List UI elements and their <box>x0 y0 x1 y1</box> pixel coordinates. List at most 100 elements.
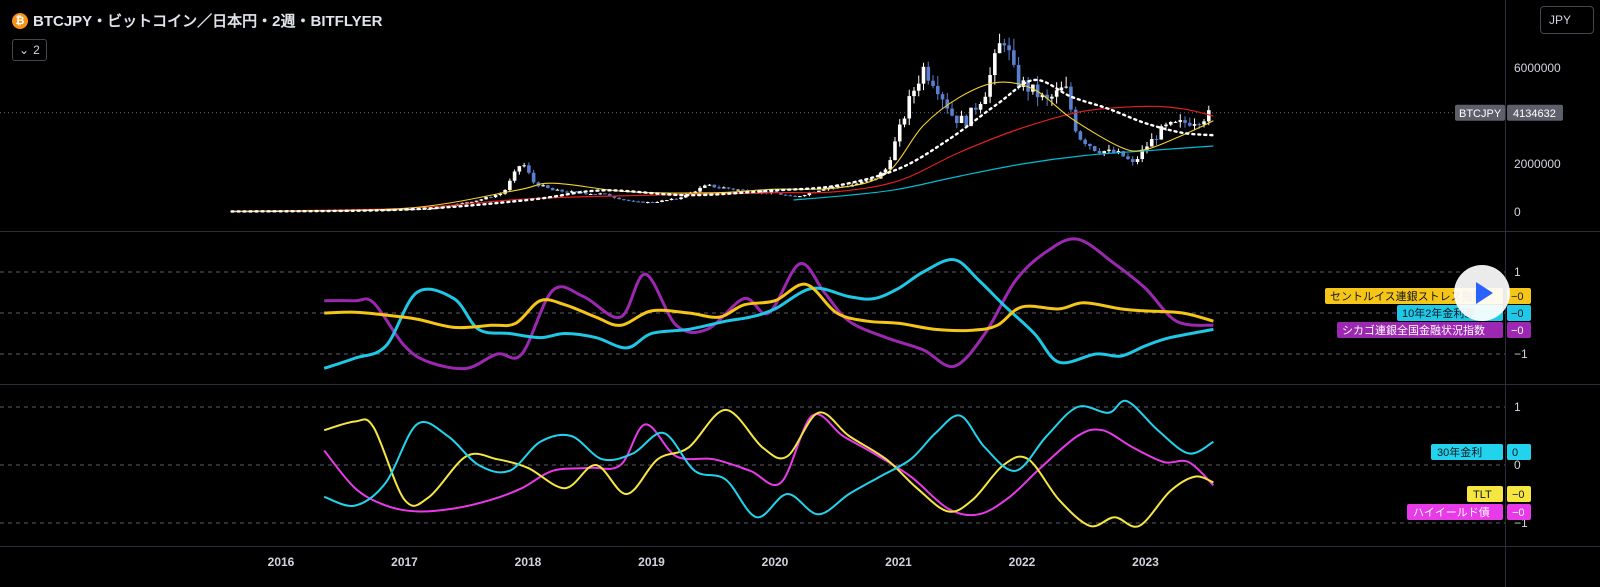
candle-body <box>384 209 389 211</box>
candle-body <box>707 184 712 186</box>
candle-body <box>798 196 802 198</box>
pane2-tick-label: 1 <box>1514 265 1521 279</box>
candle-body <box>1149 138 1154 147</box>
candle-body <box>1078 131 1083 140</box>
candle-body <box>1164 124 1168 127</box>
candle-body <box>978 103 983 110</box>
last-price-value: 4134632 <box>1513 108 1556 120</box>
candle-body <box>631 200 636 202</box>
candle-body <box>893 141 897 161</box>
candle-body <box>1092 146 1097 151</box>
pane3-tick-label: 1 <box>1514 400 1521 414</box>
candle-body <box>698 187 702 192</box>
candle-body <box>460 202 465 204</box>
candle-body <box>569 191 574 193</box>
candle-body <box>997 43 1002 54</box>
pane2-tick-label: −1 <box>1514 347 1528 361</box>
pane2-value-badge <box>1507 322 1531 338</box>
candle-body <box>622 199 626 201</box>
candle-body <box>1002 43 1007 46</box>
ema-red-line <box>231 105 1214 212</box>
candle-body <box>498 193 503 196</box>
candle-body <box>522 165 526 167</box>
time-tick-label: 2022 <box>1009 555 1036 569</box>
time-tick-label: 2020 <box>762 555 789 569</box>
pane3-tick-label: 0 <box>1514 458 1521 472</box>
candle-body <box>636 201 641 203</box>
candle-body <box>588 194 593 196</box>
candle-body <box>974 107 978 110</box>
pane3-value-label: 0 <box>1512 447 1518 459</box>
pane3-legend-badge <box>1407 504 1503 520</box>
candle-body <box>983 96 988 104</box>
candle-body <box>1173 121 1178 123</box>
candle-body <box>1054 90 1059 97</box>
candle-body <box>527 165 531 173</box>
candle-body <box>674 198 679 200</box>
candle-body <box>717 187 721 189</box>
candle-body <box>1126 156 1130 160</box>
candle-body <box>607 193 612 197</box>
candle-body <box>864 180 869 182</box>
indicator-count: 2 <box>33 43 40 57</box>
candle-body <box>1154 138 1159 140</box>
candle-body <box>988 75 992 97</box>
pane3-legend-label: ハイイールド債 <box>1413 505 1490 519</box>
candle-body <box>1088 143 1092 147</box>
candle-body <box>1045 94 1049 99</box>
candle-body <box>1007 45 1011 51</box>
candle-body <box>959 115 964 124</box>
candle-body <box>793 195 797 197</box>
pane2-value-label: −0 <box>1511 308 1524 320</box>
currency-button[interactable]: JPY <box>1540 6 1594 34</box>
candle-body <box>650 202 655 204</box>
candle-body <box>1135 159 1140 162</box>
candle-body <box>935 85 940 95</box>
candle-body <box>1107 149 1111 152</box>
candle-body <box>541 185 545 187</box>
ema-fast-line <box>231 81 1214 212</box>
candle-body <box>660 200 664 202</box>
candle-body <box>645 202 650 204</box>
candle-body <box>1073 109 1078 132</box>
candle-body <box>969 107 973 127</box>
pane3-series-line <box>323 399 1214 519</box>
pane3-series-line <box>323 413 1215 517</box>
candle-body <box>593 194 598 196</box>
candle-body <box>726 187 731 189</box>
candle-body <box>1059 87 1064 91</box>
pane2-value-label: −0 <box>1511 291 1524 303</box>
time-tick-label: 2023 <box>1132 555 1159 569</box>
candle-body <box>1040 94 1045 98</box>
candle-body <box>517 166 522 172</box>
candle-body <box>954 115 959 124</box>
pane3-legend-label: 30年金利 <box>1437 445 1482 459</box>
time-tick-label: 2017 <box>391 555 418 569</box>
candle-body <box>888 160 893 170</box>
candle-body <box>1102 151 1106 154</box>
indicator-collapse-button[interactable]: ⌄ 2 <box>12 39 47 61</box>
candle-body <box>565 191 569 193</box>
ma-cyan-line <box>793 145 1214 201</box>
candle-body <box>1140 149 1145 160</box>
candle-body <box>1026 80 1030 92</box>
pane2-legend-label: 10年2年金利差 <box>1402 306 1475 320</box>
pane2-value-label: −0 <box>1511 325 1524 337</box>
candle-body <box>474 200 479 202</box>
candle-body <box>1116 151 1121 154</box>
candle-body <box>484 197 488 200</box>
candle-body <box>836 186 840 188</box>
candle-body <box>1168 121 1173 125</box>
pane2-series-line <box>324 282 1214 333</box>
candle-body <box>1083 139 1087 144</box>
replay-play-button[interactable] <box>1454 265 1510 321</box>
symbol-title[interactable]: ₿ BTCJPY・ビットコイン／日本円・2週・BITFLYER <box>12 10 382 31</box>
candle-body <box>821 189 826 191</box>
candle-body <box>869 179 874 181</box>
price-tick-label: 6000000 <box>1514 61 1561 75</box>
candle-body <box>907 96 912 119</box>
candle-body <box>779 192 783 195</box>
candle-body <box>479 199 484 201</box>
candle-body <box>1050 96 1054 99</box>
